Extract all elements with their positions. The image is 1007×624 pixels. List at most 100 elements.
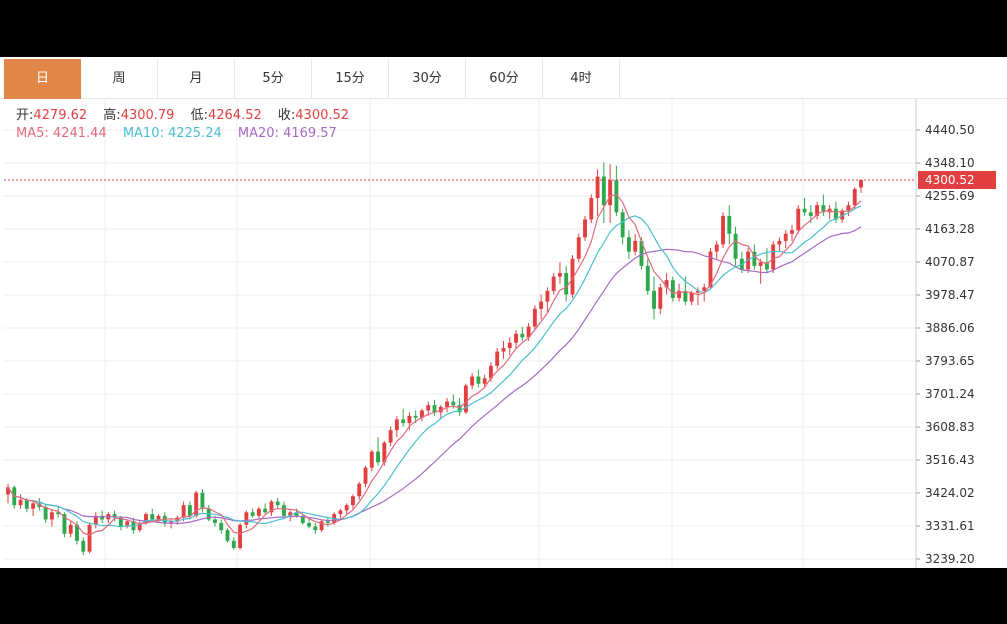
candle-body	[783, 233, 788, 241]
candle-body	[796, 208, 801, 231]
candle-body	[200, 492, 205, 509]
candle-body	[570, 258, 575, 295]
candle-body	[463, 385, 468, 413]
candle-body	[708, 251, 713, 288]
low-label: 低:	[190, 108, 208, 123]
candle-body	[626, 237, 631, 252]
candle-body	[407, 415, 412, 424]
candle-body	[495, 351, 500, 366]
candle-body	[43, 506, 48, 520]
candle-body	[231, 540, 236, 549]
high-value: 4300.79	[120, 108, 175, 123]
tab-5min[interactable]: 5分	[235, 59, 312, 99]
candle-body	[595, 176, 600, 199]
candle-body	[24, 499, 29, 509]
y-tick-label: 4440.50	[925, 123, 975, 137]
candle-body	[288, 512, 293, 516]
candle-body	[137, 523, 142, 531]
ohlc-info: 开:4279.62 高:4300.79 低:4264.52 收:4300.52 …	[16, 107, 361, 143]
candle-body	[777, 240, 782, 245]
candle-body	[181, 505, 186, 518]
candle-body	[501, 348, 506, 352]
candle-body	[815, 205, 820, 216]
candle-body	[557, 273, 562, 277]
candle-body	[144, 514, 148, 524]
candle-body	[771, 244, 776, 270]
candle-body	[87, 524, 92, 552]
candle-body	[351, 496, 355, 506]
ma5-legend: MA5: 4241.44	[16, 126, 107, 141]
tab-30min[interactable]: 30分	[389, 59, 466, 99]
ma10-label: MA10:	[122, 126, 164, 141]
y-tick-label: 3608.83	[925, 420, 975, 434]
tab-month[interactable]: 月	[158, 59, 235, 99]
candle-body	[18, 499, 23, 506]
candle-body	[213, 519, 217, 524]
ma5-line	[7, 193, 862, 536]
candle-body	[532, 308, 537, 327]
candle-body	[68, 524, 73, 534]
candle-body	[790, 230, 794, 234]
candle-body	[670, 280, 675, 299]
candle-body	[6, 487, 10, 495]
candle-body	[325, 521, 330, 524]
candle-body	[150, 514, 155, 520]
tab-60min[interactable]: 60分	[466, 59, 543, 99]
candle-body	[727, 215, 732, 234]
tab-week[interactable]: 周	[81, 59, 158, 99]
close-value: 4300.52	[295, 108, 350, 123]
candle-body	[369, 451, 374, 468]
candle-body	[93, 515, 98, 525]
ma10-legend: MA10: 4225.24	[123, 126, 222, 141]
candle-body	[438, 406, 443, 413]
candle-body	[702, 287, 707, 291]
candle-body	[539, 301, 544, 309]
tab-15min[interactable]: 15分	[312, 59, 389, 99]
y-tick-label: 3978.47	[925, 288, 975, 302]
candle-body	[187, 505, 192, 516]
candle-body	[551, 276, 556, 291]
period-tabs: 日 周 月 5分 15分 30分 60分 4时	[0, 57, 1007, 99]
candle-body	[420, 410, 424, 418]
candle-body	[156, 515, 161, 520]
candle-body	[344, 505, 349, 511]
ma20-label: MA20:	[237, 126, 279, 141]
ma5-label: MA5:	[16, 126, 49, 141]
candle-body	[62, 514, 67, 534]
candle-body	[652, 290, 656, 309]
candle-body	[426, 405, 431, 411]
tab-4hour[interactable]: 4时	[543, 59, 620, 99]
candle-body	[802, 208, 807, 213]
open-value: 4279.62	[33, 108, 88, 123]
candle-body	[56, 512, 61, 515]
tab-day[interactable]: 日	[4, 59, 81, 99]
candle-body	[49, 512, 54, 520]
candle-body	[808, 212, 813, 216]
candle-body	[307, 523, 312, 527]
candle-body	[639, 240, 644, 266]
candle-body	[476, 376, 481, 384]
candle-body	[721, 215, 725, 245]
y-tick-label: 3239.20	[925, 552, 975, 566]
candle-body	[363, 467, 368, 484]
candle-body	[714, 244, 719, 252]
candle-body	[526, 326, 531, 338]
candle-body	[852, 189, 857, 206]
candle-body	[81, 540, 86, 552]
y-tick-label: 3701.24	[925, 387, 975, 401]
candle-body	[225, 530, 230, 541]
candle-body	[758, 262, 763, 266]
ma5-value: 4241.44	[52, 126, 107, 141]
y-tick-label: 4163.28	[925, 222, 975, 236]
candle-body	[746, 251, 751, 270]
candle-body	[482, 378, 487, 384]
candle-body	[489, 365, 493, 379]
candle-body	[388, 430, 393, 443]
candle-body	[263, 508, 268, 513]
candle-body	[269, 501, 274, 513]
candle-body	[275, 501, 280, 506]
candle-body	[125, 521, 130, 527]
candle-body	[294, 512, 299, 516]
candle-body	[357, 483, 362, 497]
candle-body	[614, 180, 619, 213]
